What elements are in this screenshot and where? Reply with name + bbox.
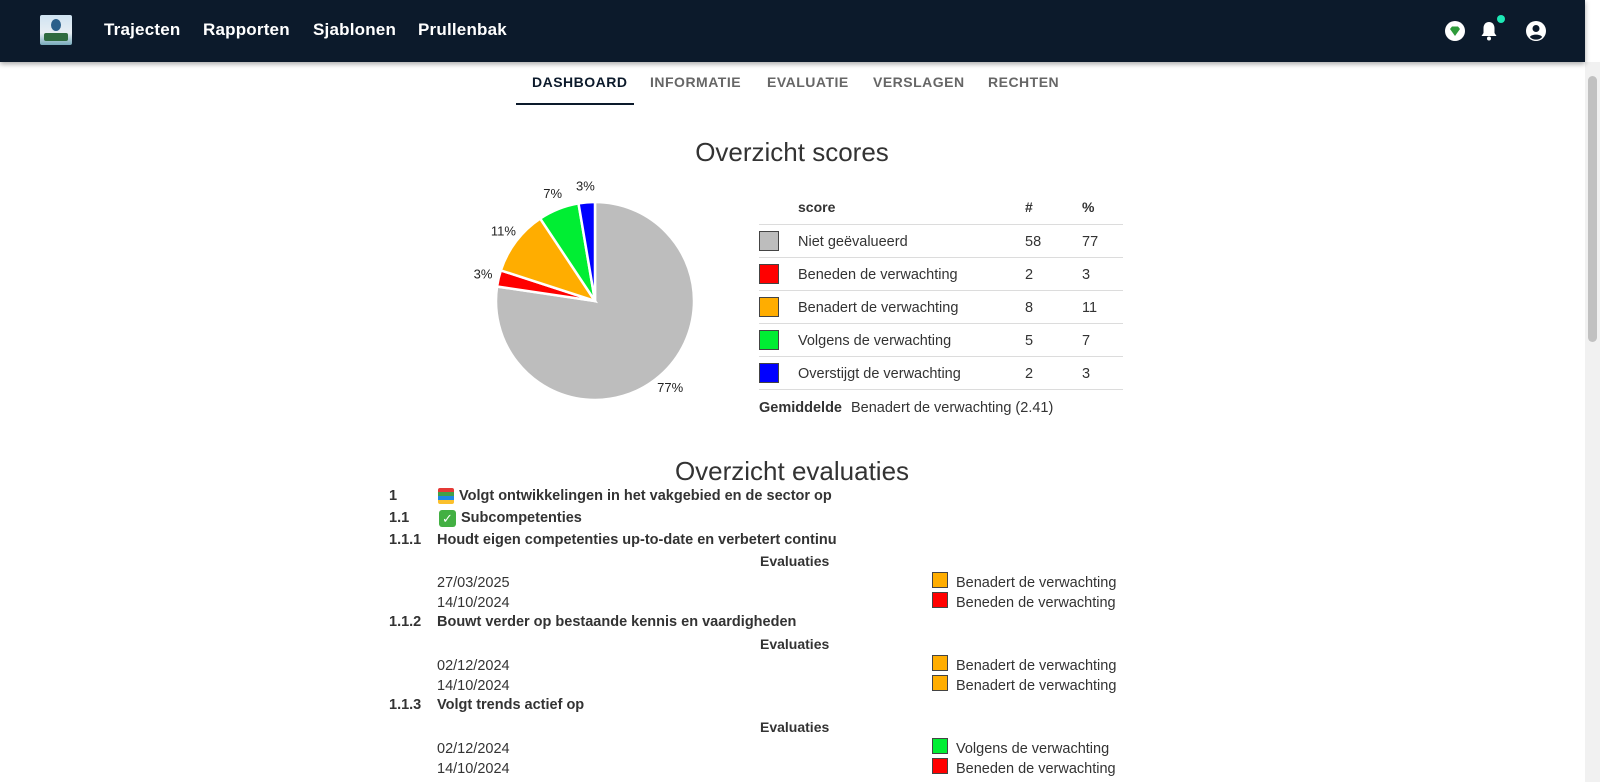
average-value: Benadert de verwachting (2.41) [851, 400, 1054, 416]
score-label: Niet geëvalueerd [798, 234, 908, 250]
nav-rapporten[interactable]: Rapporten [203, 20, 290, 39]
tab-dashboard[interactable]: DASHBOARD [532, 74, 628, 90]
evaluations-subheader: Evaluaties [760, 553, 830, 569]
tab-informatie[interactable]: INFORMATIE [650, 74, 742, 90]
evaluation-result: Benadert de verwachting [956, 678, 1117, 694]
evaluation-result: Benadert de verwachting [956, 575, 1117, 591]
item-number: 1.1.1 [389, 532, 422, 548]
nav-prullenbak[interactable]: Prullenbak [418, 20, 507, 39]
table-divider [759, 356, 1123, 357]
table-divider [759, 257, 1123, 258]
evaluation-color-swatch [932, 655, 948, 671]
score-count: 58 [1025, 234, 1042, 250]
score-label: Overstijgt de verwachting [798, 366, 961, 382]
competence-number: 1 [389, 488, 398, 504]
pie-slice-label: 77% [657, 380, 683, 395]
score-percent: 3 [1082, 366, 1091, 382]
subcompetence-title: Subcompetenties [461, 510, 582, 526]
evaluation-result: Beneden de verwachting [956, 595, 1116, 611]
table-divider [759, 323, 1123, 324]
evaluations-subheader: Evaluaties [760, 719, 830, 735]
column-header-score: score [798, 199, 836, 215]
evaluation-date: 14/10/2024 [437, 595, 510, 611]
evaluation-result: Beneden de verwachting [956, 761, 1116, 777]
score-percent: 77 [1082, 234, 1099, 250]
table-divider [759, 290, 1123, 291]
nav-trajecten[interactable]: Trajecten [104, 20, 181, 39]
table-divider [759, 389, 1123, 390]
app-logo[interactable] [40, 15, 72, 45]
score-count: 2 [1025, 267, 1034, 283]
score-color-swatch [759, 330, 779, 350]
score-label: Beneden de verwachting [798, 267, 958, 283]
evaluation-result: Benadert de verwachting [956, 658, 1117, 674]
subcompetence-number: 1.1 [389, 510, 410, 526]
notification-dot [1497, 15, 1505, 23]
evaluations-title: Overzicht evaluaties [674, 456, 910, 486]
diamond-icon[interactable] [1444, 20, 1466, 42]
score-color-swatch [759, 297, 779, 317]
score-label: Benadert de verwachting [798, 300, 959, 316]
score-percent: 3 [1082, 267, 1091, 283]
evaluation-color-swatch [932, 738, 948, 754]
evaluations-subheader: Evaluaties [760, 636, 830, 652]
check-icon: ✓ [439, 510, 456, 527]
tab-verslagen[interactable]: VERSLAGEN [873, 74, 965, 90]
evaluation-color-swatch [932, 758, 948, 774]
evaluation-color-swatch [932, 592, 948, 608]
scores-title: Overzicht scores [695, 137, 889, 167]
scrollbar-thumb[interactable] [1588, 76, 1597, 342]
evaluation-date: 27/03/2025 [437, 575, 510, 591]
bell-icon[interactable] [1478, 20, 1500, 42]
score-percent: 7 [1082, 333, 1091, 349]
pie-slice [499, 216, 599, 304]
column-header-percent: % [1082, 199, 1095, 215]
evaluation-color-swatch [932, 572, 948, 588]
evaluation-date: 02/12/2024 [437, 741, 510, 757]
item-number: 1.1.3 [389, 697, 422, 713]
evaluation-date: 02/12/2024 [437, 658, 510, 674]
item-number: 1.1.2 [389, 614, 422, 630]
evaluation-result: Volgens de verwachting [956, 741, 1110, 757]
books-icon [438, 488, 454, 504]
item-title: Volgt trends actief op [437, 697, 585, 713]
item-title: Bouwt verder op bestaande kennis en vaar… [437, 614, 797, 630]
score-color-swatch [759, 363, 779, 383]
score-color-swatch [759, 231, 779, 251]
evaluation-date: 14/10/2024 [437, 678, 510, 694]
evaluation-color-swatch [932, 675, 948, 691]
score-label: Volgens de verwachting [798, 333, 952, 349]
pie-slice-label: 3% [474, 267, 493, 282]
pie-slice-label: 7% [543, 186, 562, 201]
score-count: 5 [1025, 333, 1034, 349]
account-icon[interactable] [1525, 20, 1547, 42]
scores-pie-chart: 77% 3% 11% 7% 3% [474, 178, 696, 402]
tab-rechten[interactable]: RECHTEN [988, 74, 1060, 90]
score-count: 2 [1025, 366, 1034, 382]
item-title: Houdt eigen competenties up-to-date en v… [437, 532, 837, 548]
tab-evaluatie[interactable]: EVALUATIE [767, 74, 849, 90]
active-tab-indicator [516, 103, 634, 105]
evaluation-date: 14/10/2024 [437, 761, 510, 777]
competence-title: Volgt ontwikkelingen in het vakgebied en… [459, 488, 832, 504]
nav-sjablonen[interactable]: Sjablonen [313, 20, 397, 39]
pie-slice-label: 11% [491, 223, 516, 238]
table-divider [759, 224, 1123, 225]
average-label: Gemiddelde [759, 400, 842, 416]
pie-slice [577, 200, 597, 302]
column-header-count: # [1025, 199, 1033, 215]
score-percent: 11 [1082, 300, 1098, 316]
score-count: 8 [1025, 300, 1034, 316]
top-navigation-bar: Trajecten Rapporten Sjablonen Prullenbak [0, 0, 1585, 62]
score-color-swatch [759, 264, 779, 284]
pie-slice-label: 3% [576, 178, 595, 193]
